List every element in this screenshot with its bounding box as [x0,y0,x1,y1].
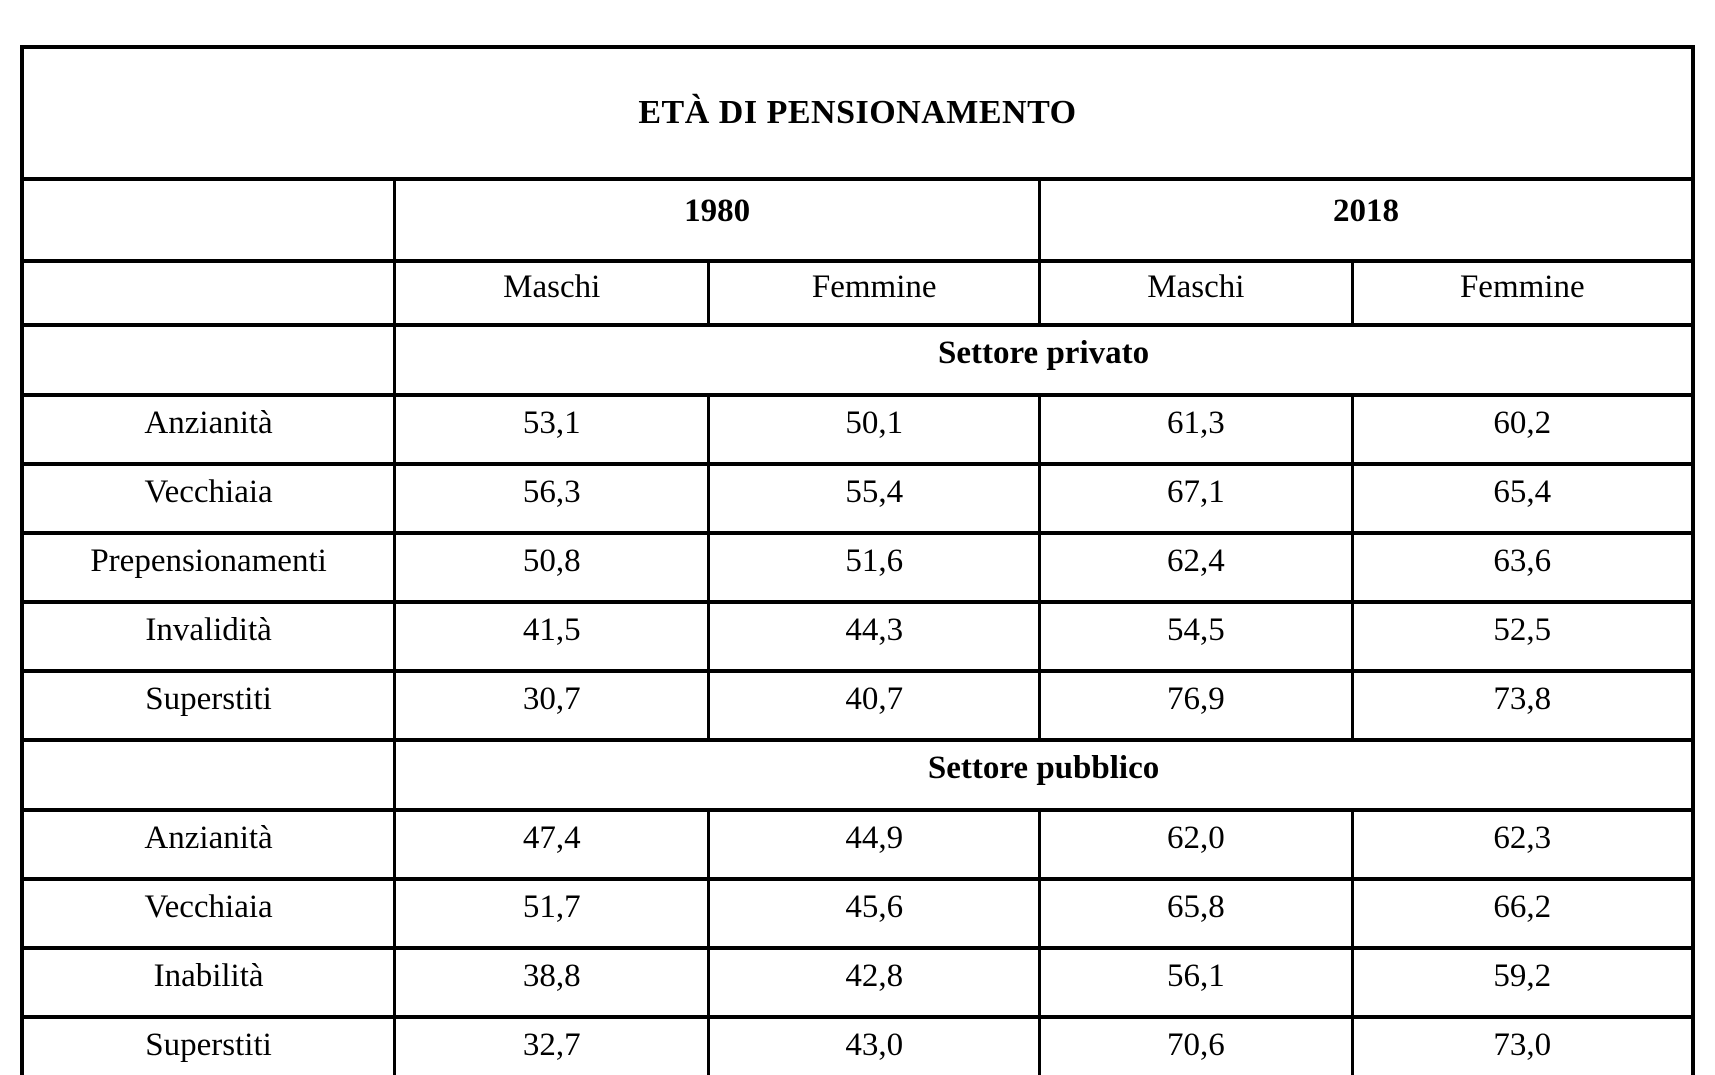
table-row: Invalidità 41,5 44,3 54,5 52,5 [20,600,1695,673]
stub-cell [20,177,397,263]
value-cell: 44,9 [707,808,1042,881]
table-row: Superstiti 32,7 43,0 70,6 73,0 [20,1015,1695,1075]
row-label: Superstiti [20,669,397,742]
value-cell: 70,6 [1038,1015,1354,1075]
gender-header-femmine-1980: Femmine [707,259,1042,327]
table-row: Inabilità 38,8 42,8 56,1 59,2 [20,946,1695,1019]
value-cell: 47,4 [393,808,711,881]
row-label: Vecchiaia [20,462,397,535]
value-cell: 54,5 [1038,600,1354,673]
row-label: Prepensionamenti [20,531,397,604]
section-header-public: Settore pubblico [393,738,1695,812]
value-cell: 42,8 [707,946,1042,1019]
table-row: Anzianità 53,1 50,1 61,3 60,2 [20,393,1695,466]
value-cell: 65,8 [1038,877,1354,950]
table-row: Vecchiaia 56,3 55,4 67,1 65,4 [20,462,1695,535]
value-cell: 55,4 [707,462,1042,535]
table-row: Vecchiaia 51,7 45,6 65,8 66,2 [20,877,1695,950]
row-label: Anzianità [20,393,397,466]
value-cell: 62,0 [1038,808,1354,881]
value-cell: 50,8 [393,531,711,604]
value-cell: 56,1 [1038,946,1354,1019]
year-header-2018: 2018 [1038,177,1695,263]
value-cell: 51,6 [707,531,1042,604]
value-cell: 51,7 [393,877,711,950]
value-cell: 61,3 [1038,393,1354,466]
value-cell: 66,2 [1350,877,1695,950]
value-cell: 63,6 [1350,531,1695,604]
value-cell: 45,6 [707,877,1042,950]
value-cell: 65,4 [1350,462,1695,535]
value-cell: 59,2 [1350,946,1695,1019]
gender-header-femmine-2018: Femmine [1350,259,1695,327]
gender-header-maschi-1980: Maschi [393,259,711,327]
section-header-row-public: Settore pubblico [20,738,1695,812]
row-label: Anzianità [20,808,397,881]
section-header-private: Settore privato [393,323,1695,397]
stub-cell [20,323,397,397]
value-cell: 76,9 [1038,669,1354,742]
value-cell: 52,5 [1350,600,1695,673]
value-cell: 50,1 [707,393,1042,466]
table-title: ETÀ DI PENSIONAMENTO [20,45,1695,181]
value-cell: 67,1 [1038,462,1354,535]
row-label: Vecchiaia [20,877,397,950]
value-cell: 53,1 [393,393,711,466]
gender-header-maschi-2018: Maschi [1038,259,1354,327]
table-row: Superstiti 30,7 40,7 76,9 73,8 [20,669,1695,742]
value-cell: 73,8 [1350,669,1695,742]
year-header-1980: 1980 [393,177,1042,263]
value-cell: 56,3 [393,462,711,535]
retirement-age-table: ETÀ DI PENSIONAMENTO 1980 2018 Maschi Fe… [20,45,1695,1075]
table-row: Anzianità 47,4 44,9 62,0 62,3 [20,808,1695,881]
row-label: Invalidità [20,600,397,673]
value-cell: 44,3 [707,600,1042,673]
year-header-row: 1980 2018 [20,177,1695,263]
value-cell: 73,0 [1350,1015,1695,1075]
row-label: Superstiti [20,1015,397,1075]
stub-cell [20,259,397,327]
value-cell: 38,8 [393,946,711,1019]
stub-cell [20,738,397,812]
value-cell: 41,5 [393,600,711,673]
value-cell: 30,7 [393,669,711,742]
value-cell: 32,7 [393,1015,711,1075]
value-cell: 60,2 [1350,393,1695,466]
value-cell: 62,3 [1350,808,1695,881]
value-cell: 40,7 [707,669,1042,742]
gender-header-row: Maschi Femmine Maschi Femmine [20,259,1695,327]
table-row: Prepensionamenti 50,8 51,6 62,4 63,6 [20,531,1695,604]
value-cell: 43,0 [707,1015,1042,1075]
value-cell: 62,4 [1038,531,1354,604]
section-header-row-private: Settore privato [20,323,1695,397]
row-label: Inabilità [20,946,397,1019]
title-row: ETÀ DI PENSIONAMENTO [20,45,1695,181]
